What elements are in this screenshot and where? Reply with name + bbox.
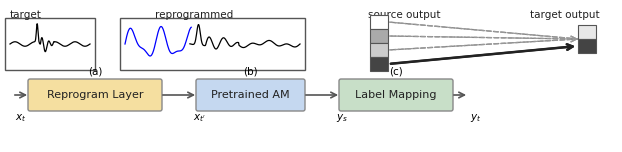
Text: source output: source output xyxy=(368,10,440,20)
FancyBboxPatch shape xyxy=(28,79,162,111)
Text: Pretrained AM: Pretrained AM xyxy=(211,90,290,100)
FancyBboxPatch shape xyxy=(339,79,453,111)
Bar xyxy=(370,15,388,29)
Bar xyxy=(578,25,596,39)
FancyBboxPatch shape xyxy=(196,79,305,111)
Text: $x_{t'}$: $x_{t'}$ xyxy=(193,112,206,124)
Text: (b): (b) xyxy=(243,66,258,76)
Text: $y_s$: $y_s$ xyxy=(336,112,348,124)
Text: reprogrammed: reprogrammed xyxy=(155,10,233,20)
Text: (c): (c) xyxy=(389,66,403,76)
Bar xyxy=(120,18,305,70)
Text: (a): (a) xyxy=(88,66,102,76)
Bar xyxy=(370,43,388,57)
Text: Reprogram Layer: Reprogram Layer xyxy=(47,90,143,100)
Text: target: target xyxy=(10,10,42,20)
Text: target output: target output xyxy=(530,10,600,20)
Bar xyxy=(5,18,95,70)
Text: $y_t$: $y_t$ xyxy=(470,112,481,124)
Text: Label Mapping: Label Mapping xyxy=(355,90,437,100)
Bar xyxy=(370,57,388,71)
Bar xyxy=(578,39,596,53)
Bar xyxy=(370,29,388,43)
Text: $x_t$: $x_t$ xyxy=(16,112,27,124)
